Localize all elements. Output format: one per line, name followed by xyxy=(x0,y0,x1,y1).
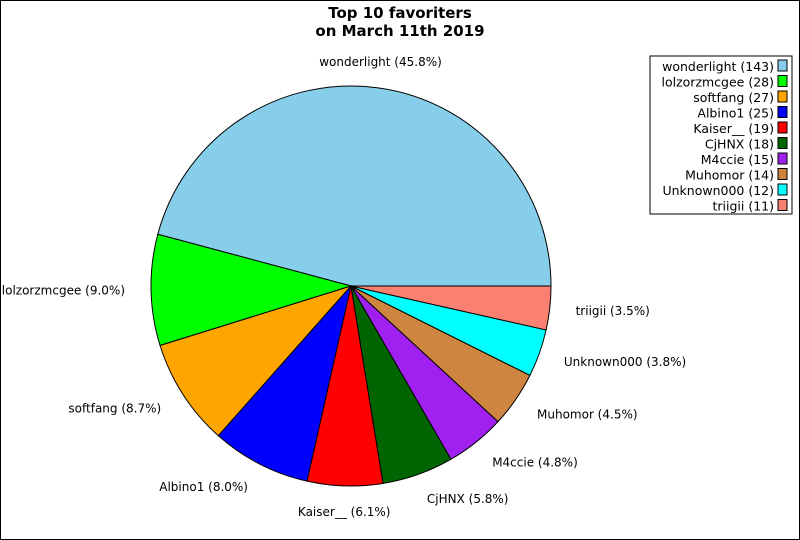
legend-swatch-muhomor xyxy=(777,168,788,180)
legend-swatch-lolzorzmcgee xyxy=(777,75,788,87)
slice-label-wonderlight: wonderlight (45.8%) xyxy=(319,55,442,69)
slice-label-albino1: Albino1 (8.0%) xyxy=(159,480,248,494)
legend-label-kaiser: Kaiser__ (19) xyxy=(693,121,774,136)
legend-label-cjhnx: CjHNX (18) xyxy=(705,137,774,152)
legend-box xyxy=(649,55,793,215)
legend-swatch-cjhnx xyxy=(777,137,788,149)
slice-label-softfang: softfang (8.7%) xyxy=(68,402,161,416)
pie-labels: wonderlight (45.8%) lolzorzmcgee (9.0%) so… xyxy=(2,55,686,519)
legend-label-unknown000: Unknown000 (12) xyxy=(662,183,774,198)
slice-label-lolzorzmcgee: lolzorzmcgee (9.0%) xyxy=(2,284,125,298)
pie-slice-triigii xyxy=(350,285,552,331)
chart-title: Top 10 favoriters xyxy=(328,4,472,22)
pie-slices xyxy=(150,85,552,487)
slice-label-triigii: triigii (3.5%) xyxy=(576,304,650,318)
legend-swatch-triigii xyxy=(777,199,788,211)
legend: wonderlight (143)lolzorzmcgee (28)softfa… xyxy=(649,55,793,215)
legend-swatch-albino1 xyxy=(777,106,788,118)
legend-label-m4ccie: M4ccie (15) xyxy=(701,152,774,167)
pie-slice-softfang xyxy=(159,284,353,437)
chart-subtitle: on March 11th 2019 xyxy=(315,22,484,40)
pie-slice-lolzorzmcgee xyxy=(150,233,353,347)
legend-swatch-softfang xyxy=(777,90,788,103)
legend-label-softfang: softfang (27) xyxy=(693,90,774,105)
legend-label-wonderlight: wonderlight (143) xyxy=(662,59,774,74)
slice-label-muhomor: Muhomor (4.5%) xyxy=(537,407,638,421)
slice-label-m4ccie: M4ccie (4.8%) xyxy=(492,456,578,470)
slice-label-cjhnx: CjHNX (5.8%) xyxy=(427,492,509,506)
pie-slice-wonderlight xyxy=(157,85,552,287)
slice-label-unknown000: Unknown000 (3.8%) xyxy=(564,355,686,369)
legend-swatch-m4ccie xyxy=(777,152,788,165)
legend-label-albino1: Albino1 (25) xyxy=(697,106,774,121)
legend-swatch-kaiser xyxy=(777,121,788,134)
legend-swatch-unknown000 xyxy=(777,183,788,196)
slice-label-kaiser: Kaiser__ (6.1%) xyxy=(298,505,391,519)
legend-swatch-wonderlight xyxy=(777,59,788,72)
legend-label-muhomor: Muhomor (14) xyxy=(685,168,774,183)
legend-label-lolzorzmcgee: lolzorzmcgee (28) xyxy=(662,75,775,90)
legend-label-triigii: triigii (11) xyxy=(713,199,775,214)
